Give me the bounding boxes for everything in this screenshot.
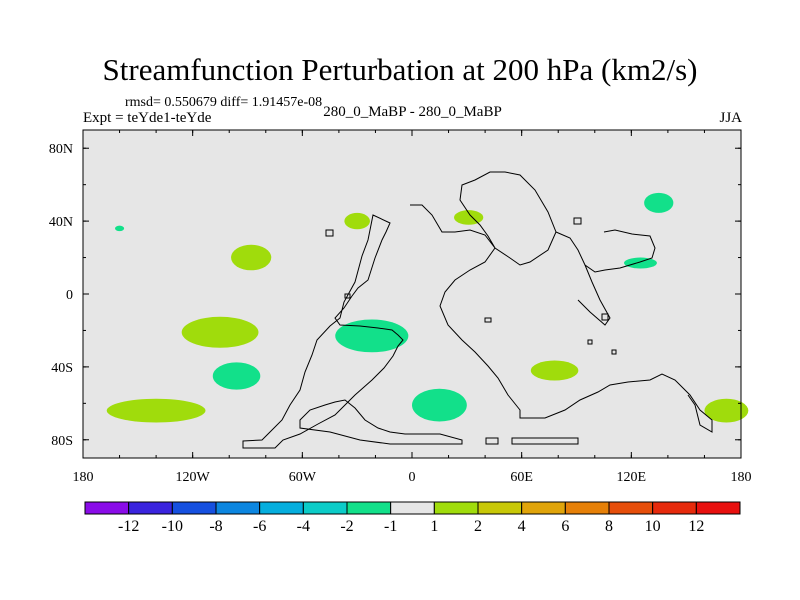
colorbar-box — [608, 501, 654, 515]
colorbar-label: -2 — [340, 518, 353, 535]
coastline-africa-eurasia — [410, 171, 713, 433]
colorbar-box — [302, 501, 348, 515]
coastline-antarctic-fragment — [299, 399, 463, 445]
colorbar-label: 12 — [688, 518, 704, 535]
colorbar-label: -6 — [253, 518, 266, 535]
colorbar-label: 4 — [518, 518, 526, 535]
colorbar-label: 10 — [645, 518, 661, 535]
colorbar-box — [695, 501, 741, 515]
colorbar-box — [259, 501, 304, 515]
experiment-label: Expt = teYde1-teYde — [83, 110, 212, 126]
contour-region-negative — [412, 388, 467, 422]
y-tick-label: 80S — [51, 434, 73, 449]
chart-title: Streamfunction Perturbation at 200 hPa (… — [102, 52, 698, 87]
colorbar-box — [521, 501, 566, 515]
season-label: JJA — [719, 110, 742, 126]
stats-label: rmsd= 0.550679 diff= 1.91457e-08 — [125, 95, 323, 110]
colorbar-box — [346, 501, 392, 515]
colorbar-label: -8 — [209, 518, 222, 535]
contour-region-positive — [344, 212, 370, 230]
x-tick-label: 120E — [617, 470, 647, 485]
coastlines — [242, 171, 713, 449]
coastline-india — [577, 264, 611, 326]
contour-regions — [106, 192, 749, 423]
y-tick-label: 40N — [49, 215, 73, 230]
contour-region-negative — [335, 319, 409, 353]
contour-region-positive — [106, 398, 206, 423]
contour-region-negative — [644, 192, 674, 213]
x-tick-label: 60W — [289, 470, 317, 485]
colorbar-label: 6 — [561, 518, 569, 535]
colorbar-box — [477, 501, 523, 515]
coastline-asia — [555, 229, 656, 273]
colorbar-label: -12 — [118, 518, 139, 535]
colorbar-box — [215, 501, 261, 515]
contour-region-positive — [231, 244, 272, 271]
contour-region-negative — [624, 257, 657, 269]
colorbar: -12 -10 -8 -6 -4 -2 -1 1 2 4 6 8 10 12 — [84, 501, 741, 535]
y-tick-label: 80N — [49, 142, 73, 157]
colorbar-box — [390, 501, 435, 515]
colorbar-box — [128, 501, 173, 515]
colorbar-label: -4 — [297, 518, 310, 535]
colorbar-box — [84, 501, 130, 515]
x-tick-label: 60E — [510, 470, 533, 485]
center-label: 280_0_MaBP - 280_0_MaBP — [323, 104, 502, 120]
colorbar-box — [564, 501, 610, 515]
y-tick-label: 0 — [66, 288, 73, 303]
x-tick-label: 180 — [731, 470, 752, 485]
x-tick-label: 180 — [73, 470, 94, 485]
colorbar-label: -1 — [384, 518, 397, 535]
map-axes: 180 120W 60W 0 60E 120E 180 80N 40N 0 40S 80S — [49, 130, 752, 485]
y-tick-label: 40S — [51, 361, 73, 376]
contour-region-positive — [530, 360, 579, 381]
contour-region-positive — [181, 316, 259, 348]
contour-region-negative — [212, 362, 261, 390]
coastline-antarctica-east — [485, 437, 579, 445]
contour-region-negative — [114, 225, 125, 232]
contour-region-positive — [704, 398, 749, 423]
colorbar-label: -10 — [162, 518, 183, 535]
colorbar-label: 1 — [430, 518, 438, 535]
colorbar-box — [171, 501, 217, 515]
coastline-islands — [325, 217, 617, 355]
colorbar-box — [433, 501, 479, 515]
colorbar-label: 2 — [474, 518, 482, 535]
colorbar-label: 8 — [605, 518, 613, 535]
colorbar-box — [652, 501, 697, 515]
x-tick-label: 120W — [176, 470, 211, 485]
x-tick-label: 0 — [409, 470, 416, 485]
coastline-south-america — [242, 214, 404, 449]
